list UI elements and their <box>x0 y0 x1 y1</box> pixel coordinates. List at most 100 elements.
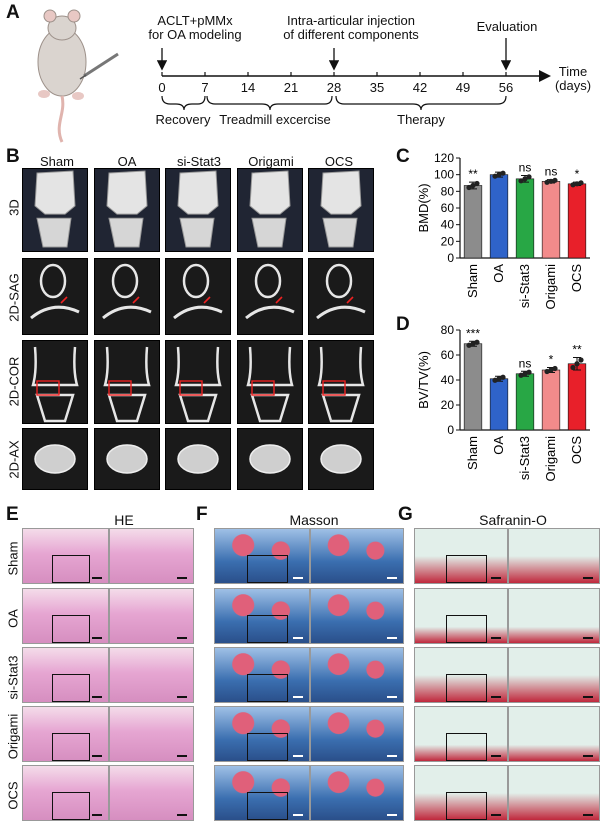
zoom-region-box <box>446 554 487 583</box>
phase-treadmill: Treadmill excercise <box>219 112 331 127</box>
panel-label-d: D <box>396 314 410 335</box>
histo-overview-he-si-stat3 <box>22 647 109 703</box>
scale-bar <box>177 577 187 579</box>
scale-bar <box>583 637 593 639</box>
data-point <box>474 339 480 345</box>
scale-bar <box>177 696 187 698</box>
stain-he: HE <box>114 512 134 528</box>
y-tick-label: 120 <box>434 151 454 165</box>
scale-bar <box>293 814 303 816</box>
ct-row-3d: 3D <box>6 199 22 216</box>
significance-label: ns <box>519 161 532 175</box>
stain-masson: Masson <box>289 512 339 528</box>
histo-zoom-safranin-o-sham <box>508 528 600 584</box>
ct-image-2d-ax-sham <box>22 428 88 490</box>
scale-bar <box>583 577 593 579</box>
panel-label-c: C <box>396 146 410 167</box>
significance-label: ** <box>468 167 478 181</box>
panel-label-g: G <box>398 504 413 525</box>
ct-image-2d-ax-si-stat3 <box>165 428 231 490</box>
category-label: Origami <box>543 436 558 482</box>
data-point <box>574 181 580 187</box>
panel-label-f: F <box>196 504 208 525</box>
data-point <box>470 341 476 347</box>
scale-bar <box>177 814 187 816</box>
data-point <box>522 371 528 377</box>
scale-bar <box>92 755 102 757</box>
scale-bar <box>92 814 102 816</box>
category-label: Origami <box>543 264 558 310</box>
category-label: si-Stat3 <box>517 264 532 308</box>
scale-bar <box>583 755 593 757</box>
zoom-region-box <box>51 614 90 643</box>
data-point <box>466 342 472 348</box>
panel-label-b: B <box>6 146 20 167</box>
y-tick-label: 20 <box>441 398 455 412</box>
y-tick-label: 80 <box>441 323 455 337</box>
scale-bar <box>92 696 102 698</box>
data-point <box>500 170 506 176</box>
ct-image-2d-ax-origami <box>237 428 303 490</box>
data-point <box>470 182 476 189</box>
histo-overview-safranin-o-si-stat3 <box>414 647 508 703</box>
timeline-tick-label: 28 <box>326 80 342 95</box>
histo-zoom-masson-oa <box>310 588 404 644</box>
ct-image-2d-ax-ocs <box>308 428 374 490</box>
zoom-region-box <box>246 614 289 643</box>
histo-overview-safranin-o-origami <box>414 706 508 762</box>
histo-overview-masson-si-stat3 <box>214 647 310 703</box>
ct-image-3d-origami <box>237 168 303 252</box>
timeline-tick-label: 0 <box>158 80 166 95</box>
y-tick-label: 80 <box>441 184 455 198</box>
ct-image-2d-sag-sham <box>22 258 88 335</box>
y-tick-label: 60 <box>441 348 455 362</box>
scale-bar <box>293 637 303 639</box>
data-point <box>570 364 576 371</box>
timeline-tick-label: 14 <box>240 80 256 95</box>
data-point <box>570 182 576 188</box>
scale-bar <box>387 755 397 757</box>
zoom-region-box <box>446 673 487 702</box>
data-point <box>496 376 502 382</box>
histo-zoom-he-si-stat3 <box>109 647 194 703</box>
histo-zoom-he-sham <box>109 528 194 584</box>
ct-row-2dax: 2D-AX <box>6 440 22 479</box>
y-tick-label: 40 <box>441 373 455 387</box>
data-point <box>552 177 558 183</box>
histo-overview-safranin-o-ocs <box>414 765 508 821</box>
ct-image-2d-cor-oa <box>94 340 160 424</box>
zoom-region-box <box>51 673 90 702</box>
zoom-region-box <box>446 791 487 820</box>
y-tick-label: 100 <box>434 168 454 182</box>
zoom-region-box <box>246 732 289 761</box>
histo-overview-safranin-o-sham <box>414 528 508 584</box>
phase-therapy: Therapy <box>397 112 445 127</box>
timeline-tick-label: 56 <box>498 80 514 95</box>
histo-overview-safranin-o-oa <box>414 588 508 644</box>
category-label: si-Stat3 <box>517 436 532 480</box>
label-modeling: ACLT+pMMx for OA modeling <box>148 13 242 42</box>
category-label: OCS <box>569 436 584 465</box>
scale-bar <box>491 696 501 698</box>
histo-row-ocs: OCS <box>5 781 21 810</box>
histo-overview-masson-sham <box>214 528 310 584</box>
data-point <box>466 184 472 191</box>
bar-oa <box>489 174 509 259</box>
ct-image-3d-ocs <box>308 168 374 252</box>
timeline-tick-label: 21 <box>283 80 299 95</box>
histo-zoom-masson-ocs <box>310 765 404 821</box>
scale-bar <box>491 637 501 639</box>
timeline-tick-label: 7 <box>201 80 209 95</box>
ct-image-2d-cor-si-stat3 <box>165 340 231 424</box>
zoom-region-box <box>446 732 487 761</box>
significance-label: ns <box>545 165 558 179</box>
timeline-tick-label: 42 <box>412 80 428 95</box>
data-point <box>552 365 558 372</box>
ct-col-origami: Origami <box>248 154 294 169</box>
scale-bar <box>177 755 187 757</box>
data-point <box>522 176 528 182</box>
scale-bar <box>491 577 501 579</box>
data-point <box>526 369 532 375</box>
data-point <box>548 367 554 373</box>
histo-overview-he-origami <box>22 706 109 762</box>
